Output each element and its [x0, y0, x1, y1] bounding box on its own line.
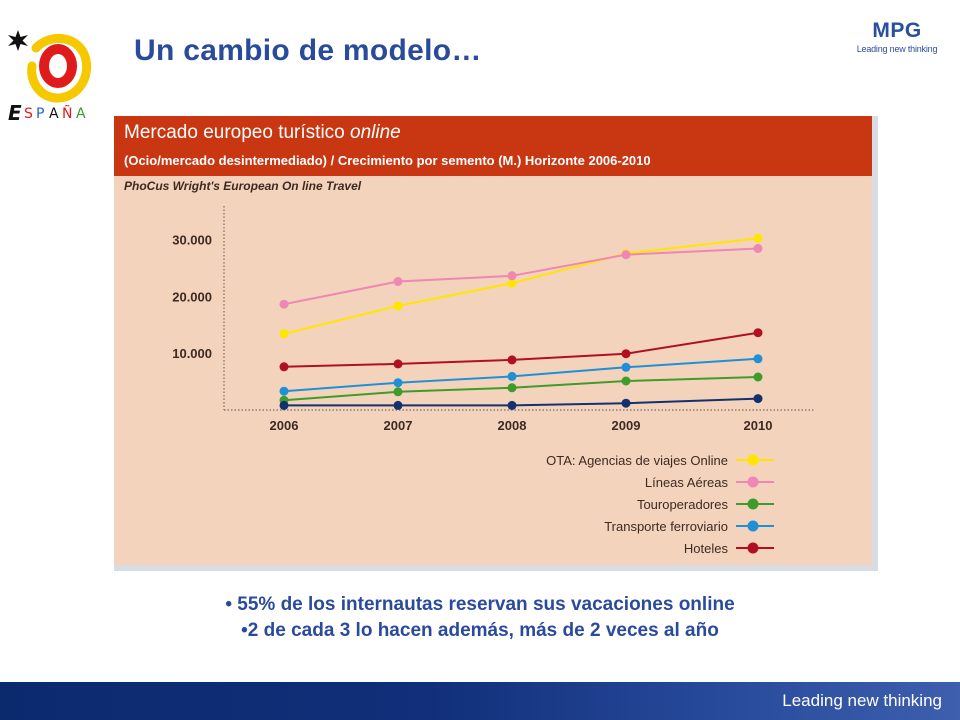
legend-label: Líneas Aéreas [645, 475, 729, 490]
data-point [279, 400, 289, 410]
chart-title-main: Mercado europeo turístico [124, 122, 345, 143]
series-line [284, 397, 759, 407]
mpg-logo-name: MPG [872, 19, 922, 42]
x-tick-label: 2006 [270, 418, 299, 433]
data-point [753, 354, 763, 364]
chart-header: Mercado europeo turístico online (Ocio/m… [114, 116, 872, 176]
data-point [621, 349, 631, 359]
svg-text:Ñ: Ñ [62, 105, 72, 122]
mpg-logo-tagline: Leading new thinking [856, 44, 938, 54]
y-tick-label: 20.000 [172, 289, 212, 304]
mpg-logo: MPG Leading new thinking [852, 19, 942, 55]
espana-logo: E S P A Ñ A [8, 30, 92, 122]
data-point [279, 362, 289, 372]
data-point [753, 244, 763, 253]
data-point [507, 355, 517, 365]
legend-swatch-marker [747, 520, 759, 532]
legend-swatch-marker [747, 454, 759, 466]
data-point [507, 271, 517, 281]
chart-title-emphasis: online [350, 122, 401, 143]
star-icon [8, 30, 28, 51]
svg-text:A: A [49, 106, 59, 122]
data-point [393, 301, 403, 311]
series-line [283, 376, 759, 402]
data-point [393, 387, 403, 397]
footer-bar: Leading new thinking [0, 682, 960, 720]
data-point [393, 359, 403, 369]
data-point [507, 383, 517, 393]
bullet-list: • 55% de los internautas reservan sus va… [0, 592, 960, 644]
y-tick-label: 10.000 [172, 346, 212, 361]
y-tick-label: 30.000 [172, 232, 212, 247]
bullet-item: • 55% de los internautas reservan sus va… [225, 594, 735, 615]
data-point [753, 394, 763, 404]
legend-label: OTA: Agencias de viajes Online [546, 453, 728, 468]
footer-tagline: Leading new thinking [782, 691, 942, 710]
legend-swatch-marker [747, 542, 759, 554]
line-chart: 10.000 20.000 30.000 2006 2007 2008 2009 2010 OT… [172, 206, 814, 556]
data-point [621, 398, 631, 408]
x-tick-label: 2007 [384, 418, 413, 433]
legend-swatch-marker [747, 476, 759, 488]
data-point [753, 233, 763, 243]
legend-label: Transporte ferroviario [604, 519, 728, 534]
bullet-item: •2 de cada 3 lo hacen además, más de 2 v… [241, 620, 719, 641]
data-point [507, 371, 517, 381]
data-point [393, 277, 403, 286]
data-point [279, 386, 289, 396]
x-tick-label: 2008 [498, 418, 527, 433]
page-title: Un cambio de modelo… [134, 34, 482, 67]
series-line [283, 247, 759, 306]
svg-text:P: P [36, 106, 44, 122]
svg-text:E: E [8, 101, 22, 122]
svg-text:A: A [76, 106, 86, 122]
data-point [507, 400, 517, 410]
chart-panel: Mercado europeo turístico online (Ocio/m… [114, 116, 878, 571]
data-point [279, 299, 289, 309]
svg-text:S: S [24, 106, 33, 122]
legend-label: Touroperadores [637, 497, 729, 512]
chart-title: Mercado europeo turístico online [124, 122, 401, 144]
legend-swatch-marker [747, 498, 759, 510]
x-tick-label: 2009 [612, 418, 641, 433]
x-tick-label: 2010 [744, 418, 773, 433]
data-point [621, 362, 631, 372]
series-line [283, 331, 759, 368]
chart-source: PhoCus Wright's European On line Travel [124, 179, 362, 193]
data-point [753, 372, 763, 382]
data-point [621, 376, 631, 386]
legend-label: Hoteles [684, 541, 729, 556]
data-point [753, 328, 763, 338]
data-point [393, 400, 403, 410]
data-point [621, 250, 631, 260]
data-point [279, 329, 289, 339]
data-point [393, 378, 403, 388]
chart-subtitle: (Ocio/mercado desintermediado) / Crecimi… [124, 153, 651, 168]
data-point [507, 278, 517, 288]
